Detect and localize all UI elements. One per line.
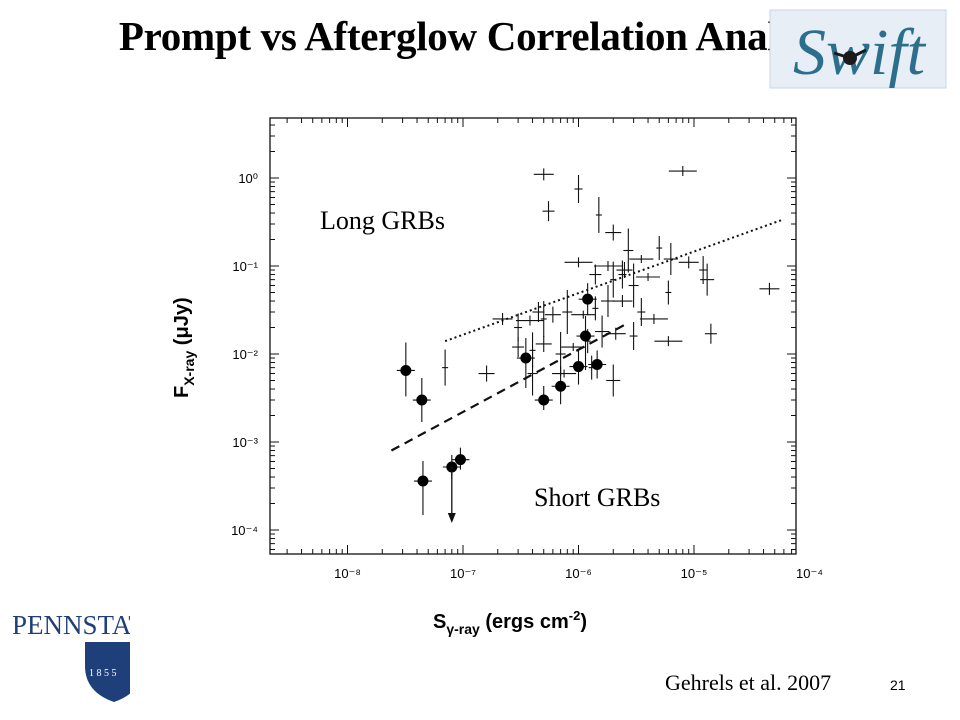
short-grb-point <box>551 366 570 405</box>
long-grb-point <box>515 315 544 326</box>
long-grb-point <box>616 262 633 279</box>
long-grb-point <box>628 263 639 308</box>
x-tick-label: 10⁻⁸ <box>334 566 361 581</box>
svg-text:PENNSTATE: PENNSTATE <box>12 610 130 640</box>
long-grb-point <box>700 263 715 296</box>
x-tick-label: 10⁻⁷ <box>450 566 476 581</box>
annotation-short-grbs: Short GRBs <box>534 483 660 512</box>
long-grb-point <box>639 313 668 324</box>
long-grb-point <box>663 243 678 276</box>
swift-logo: Swift <box>769 9 947 89</box>
long-grb-point <box>623 228 634 273</box>
fit-lines <box>390 218 785 452</box>
long-grb-point <box>668 166 697 177</box>
y-tick-label: 10⁻⁴ <box>231 523 258 538</box>
long-grb-point <box>478 365 495 382</box>
x-tick-label: 10⁻⁴ <box>796 566 823 581</box>
long-grb-point <box>533 168 554 181</box>
long-grb-point <box>629 322 638 351</box>
long-grb-point <box>610 261 617 298</box>
long-grb-point <box>665 280 672 305</box>
long-grb-point <box>656 236 663 261</box>
short-grb-point <box>396 342 415 397</box>
axis-ticks <box>270 118 796 554</box>
long-grb-point <box>540 300 547 337</box>
penn-state-logo: PENNSTATE 1 8 5 5 <box>12 610 130 702</box>
long-grb-point <box>514 313 523 342</box>
long-grb-point <box>564 257 593 268</box>
long-grb-point <box>606 364 621 397</box>
y-tick-label: 10⁻¹ <box>232 259 258 274</box>
short-grb-point <box>588 350 607 379</box>
short-grb-fit-line <box>390 322 627 452</box>
x-tick-labels: 10⁻⁸ 10⁻⁷ 10⁻⁶ 10⁻⁵ 10⁻⁴ <box>334 566 823 581</box>
data-points <box>396 166 780 523</box>
x-axis-label: Sγ-ray (ergs cm-2) <box>433 608 587 637</box>
long-grb-point <box>605 327 626 340</box>
y-axis-label: FX-ray (μJy) <box>171 297 197 398</box>
long-grb-point <box>544 306 561 323</box>
short-grb-point <box>413 461 432 516</box>
y-tick-label: 10⁰ <box>238 171 258 186</box>
long-grb-point <box>574 174 583 203</box>
short-grb-point <box>534 386 553 411</box>
y-tick-labels: 10⁰ 10⁻¹ 10⁻² 10⁻³ 10⁻⁴ <box>231 171 259 538</box>
long-grb-point <box>527 351 538 396</box>
slide-title: Prompt vs Afterglow Correlation Analysis <box>118 13 842 59</box>
long-grb-point <box>552 369 577 378</box>
long-grb-point <box>618 260 627 289</box>
long-grb-point <box>512 337 525 358</box>
svg-text:1 8 5 5: 1 8 5 5 <box>89 668 117 679</box>
long-grb-point <box>589 264 602 285</box>
y-tick-label: 10⁻² <box>232 347 258 362</box>
short-grb-point <box>412 378 431 423</box>
x-tick-label: 10⁻⁵ <box>681 566 708 581</box>
long-grb-point <box>562 290 573 335</box>
long-grb-point <box>492 312 513 325</box>
long-grb-point <box>678 256 699 269</box>
short-grb-point <box>578 283 597 316</box>
long-grb-point <box>704 323 717 344</box>
long-grb-point <box>636 272 661 281</box>
long-grb-point <box>595 196 602 233</box>
long-grb-point <box>629 255 654 264</box>
long-grb-point <box>595 315 610 348</box>
long-grb-point <box>637 298 646 327</box>
short-grb-point <box>576 316 595 371</box>
annotation-long-grbs: Long GRBs <box>320 206 445 235</box>
long-grb-point <box>605 224 622 241</box>
long-grb-point <box>759 282 780 295</box>
long-grb-point <box>542 201 555 222</box>
short-grb-point <box>451 447 470 470</box>
short-grb-point <box>516 338 535 389</box>
long-grb-point <box>535 335 552 352</box>
long-grb-point <box>593 261 622 271</box>
x-tick-label: 10⁻⁶ <box>565 566 592 581</box>
slide-number: 21 <box>890 677 906 693</box>
y-tick-label: 10⁻³ <box>232 435 258 450</box>
long-grb-point <box>612 295 633 308</box>
long-grb-point <box>592 296 599 321</box>
long-grb-fit-line <box>444 218 785 343</box>
long-grb-point <box>561 343 586 352</box>
upper-limit-arrow <box>447 466 456 523</box>
long-grb-point <box>654 336 683 347</box>
short-grb-point <box>569 348 588 385</box>
citation: Gehrels et al. 2007 <box>665 670 832 695</box>
long-grb-point <box>571 310 596 319</box>
long-grb-point <box>442 349 449 386</box>
long-grb-point <box>532 302 545 323</box>
